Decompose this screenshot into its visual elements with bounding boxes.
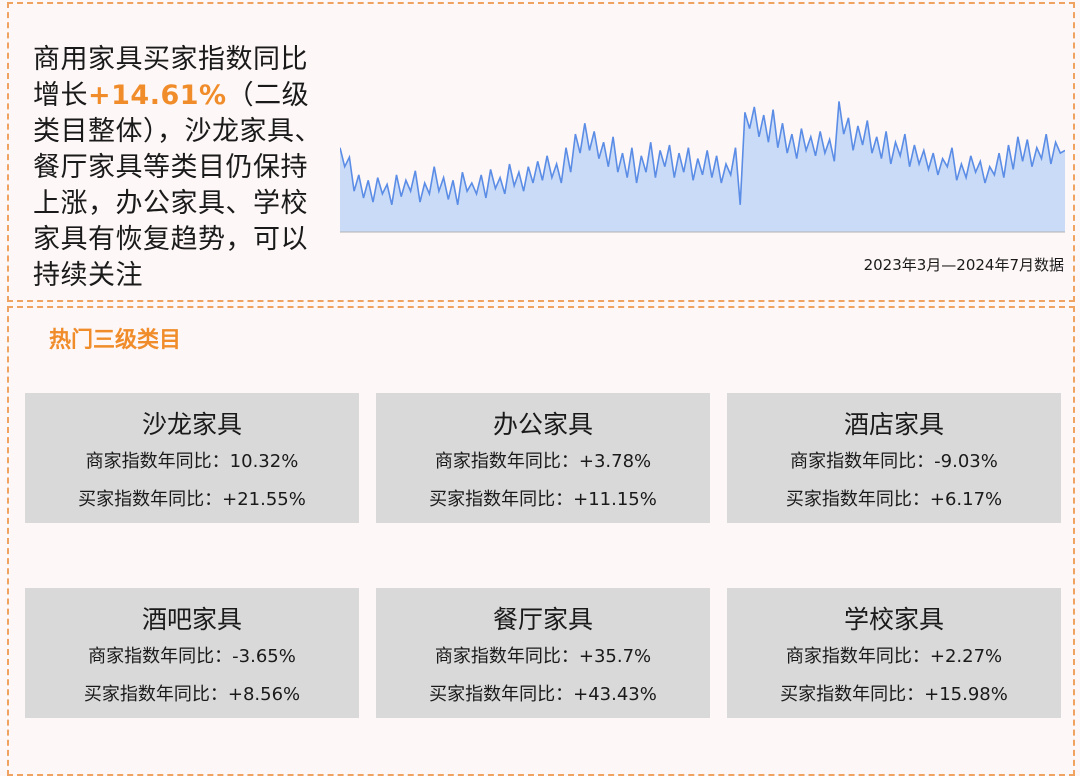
seller-index-yoy: 商家指数年同比：+35.7%	[434, 646, 652, 667]
category-name: 餐厅家具	[492, 605, 593, 634]
seller-index-yoy: 商家指数年同比：+3.78%	[434, 451, 652, 472]
buyer-index-yoy: 买家指数年同比：+8.56%	[83, 684, 301, 705]
category-name: 酒吧家具	[141, 605, 242, 634]
summary-text-part1: 商用家具买家指数同比增长	[33, 44, 308, 111]
chart-area-fill	[340, 101, 1065, 233]
summary-text: 商用家具买家指数同比增长+14.61%（二级类目整体），沙龙家具、餐厅家具等类目…	[33, 42, 333, 294]
category-card-hotel[interactable]: 酒店家具 商家指数年同比：-9.03% 买家指数年同比：+6.17%	[727, 393, 1061, 523]
section-title: 热门三级类目	[49, 328, 182, 353]
category-name: 办公家具	[492, 410, 593, 439]
seller-index-yoy: 商家指数年同比：-9.03%	[790, 451, 998, 472]
category-card-salon[interactable]: 沙龙家具 商家指数年同比：10.32% 买家指数年同比：+21.55%	[25, 393, 359, 523]
category-card-bar[interactable]: 酒吧家具 商家指数年同比：-3.65% 买家指数年同比：+8.56%	[25, 588, 359, 718]
category-card-school[interactable]: 学校家具 商家指数年同比：+2.27% 买家指数年同比：+15.98%	[727, 588, 1061, 718]
buyer-index-yoy: 买家指数年同比：+21.55%	[78, 489, 306, 510]
summary-text-part2: （二级类目整体），沙龙家具、餐厅家具等类目仍保持上涨，办公家具、学校家具有恢复趋…	[33, 80, 322, 291]
buyer-index-yoy: 买家指数年同比：+15.98%	[780, 684, 1008, 705]
summary-panel	[7, 2, 1075, 302]
buyer-index-yoy: 买家指数年同比：+11.15%	[429, 489, 657, 510]
chart-date-range-note: 2023年3月—2024年7月数据	[863, 256, 1064, 274]
trend-area-chart	[340, 101, 1065, 233]
category-name: 沙龙家具	[141, 410, 242, 439]
category-card-office[interactable]: 办公家具 商家指数年同比：+3.78% 买家指数年同比：+11.15%	[376, 393, 710, 523]
category-name: 学校家具	[843, 605, 944, 634]
category-name: 酒店家具	[843, 410, 944, 439]
summary-highlight-value: +14.61%	[88, 80, 227, 111]
seller-index-yoy: 商家指数年同比：+2.27%	[785, 646, 1003, 667]
seller-index-yoy: 商家指数年同比：10.32%	[85, 451, 299, 472]
category-card-dining[interactable]: 餐厅家具 商家指数年同比：+35.7% 买家指数年同比：+43.43%	[376, 588, 710, 718]
chart-series-line	[340, 101, 1065, 205]
buyer-index-yoy: 买家指数年同比：+43.43%	[429, 684, 657, 705]
buyer-index-yoy: 买家指数年同比：+6.17%	[785, 489, 1003, 510]
seller-index-yoy: 商家指数年同比：-3.65%	[88, 646, 296, 667]
